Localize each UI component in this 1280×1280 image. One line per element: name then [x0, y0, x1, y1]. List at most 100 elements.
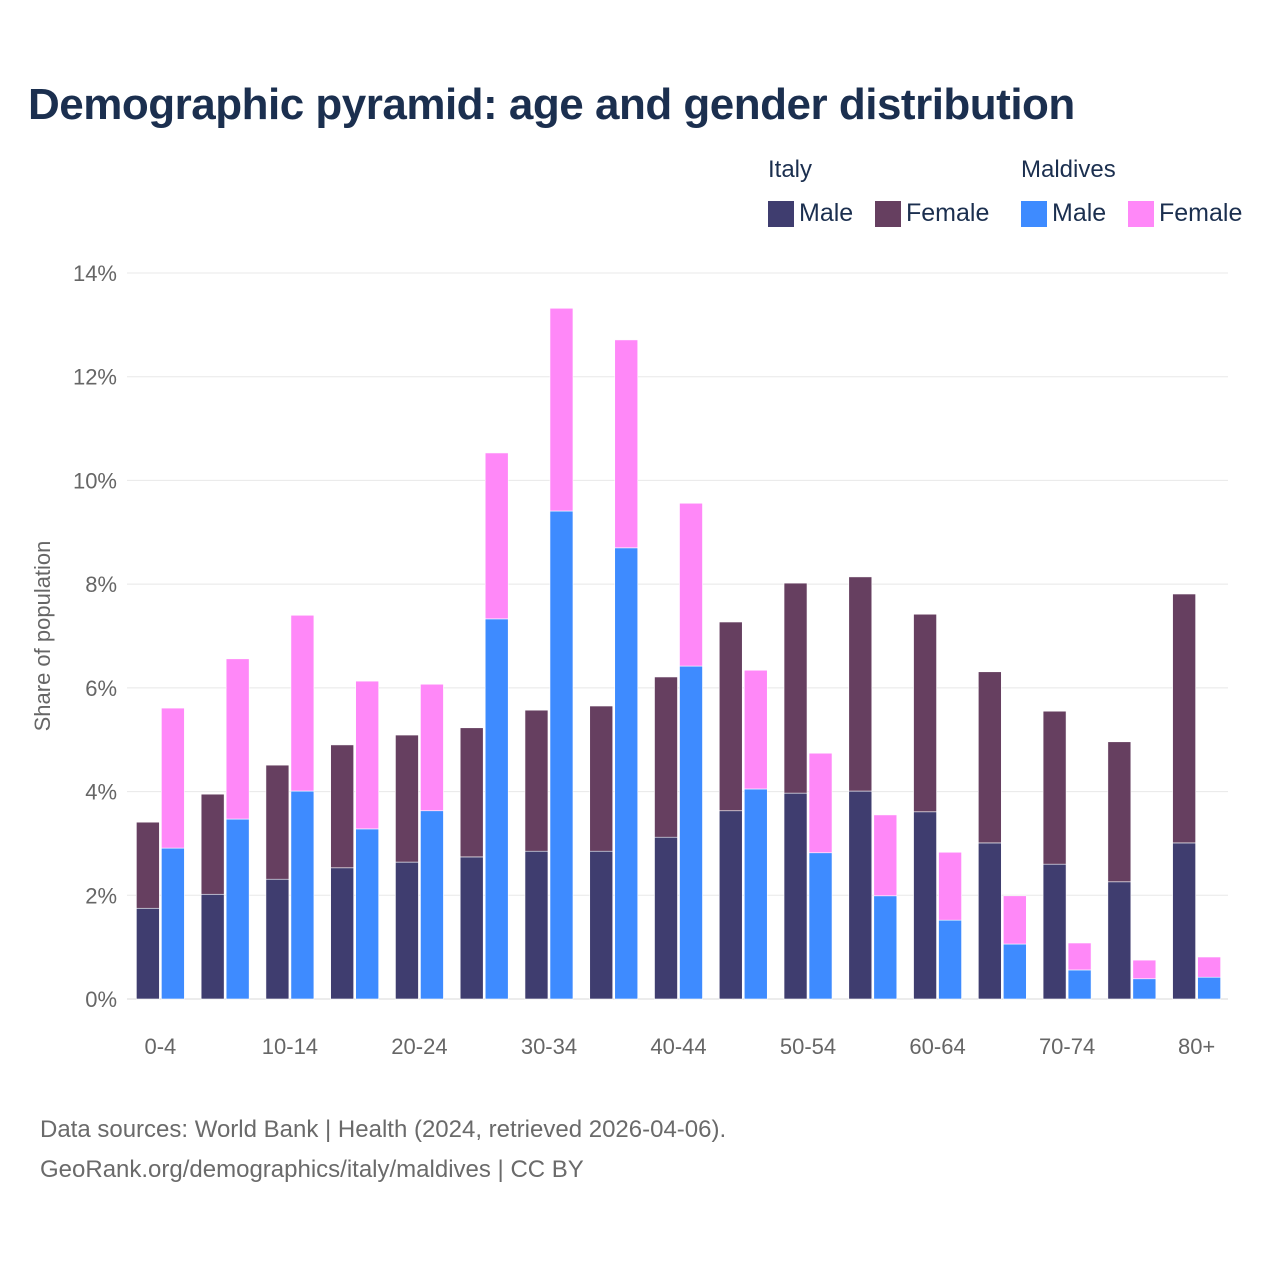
bar-maldives-male [1067, 969, 1092, 1000]
bar-italy-male [589, 850, 614, 1000]
chart-title: Demographic pyramid: age and gender dist… [28, 80, 1075, 129]
y-tick-label: 6% [85, 676, 117, 701]
legend-group-maldives: Maldives [1021, 156, 1116, 183]
bar-maldives-female [1067, 942, 1092, 971]
bar-maldives-female [1197, 956, 1221, 978]
bar-maldives-female [873, 814, 898, 897]
bar-maldives-male [355, 828, 379, 1000]
bar-maldives-male [484, 618, 509, 1000]
x-tick-label: 0-4 [144, 1034, 176, 1059]
bar-italy-female [654, 676, 678, 838]
y-tick-label: 10% [73, 468, 117, 493]
legend-maldives-female[interactable]: Female [1128, 199, 1242, 228]
legend-label: Female [1159, 199, 1243, 227]
bar-italy-male [654, 836, 678, 1000]
legend-swatch [1021, 200, 1047, 227]
bar-maldives-female [290, 614, 315, 792]
bar-maldives-male [614, 547, 639, 1000]
bar-italy-male [1172, 842, 1196, 1000]
legend-swatch [875, 200, 901, 227]
bar-maldives-male [808, 852, 833, 1000]
y-tick-label: 0% [85, 987, 117, 1012]
bar-italy-female [459, 727, 484, 858]
y-tick-label: 12% [73, 365, 117, 390]
bar-italy-male [783, 792, 808, 1000]
bar-italy-female [589, 705, 614, 852]
footer-source: Data sources: World Bank | Health (2024,… [40, 1116, 727, 1143]
legend-label: Female [906, 199, 990, 227]
bar-maldives-female [743, 669, 768, 790]
bar-italy-female [718, 621, 743, 812]
x-tick-label: 30-34 [521, 1034, 577, 1059]
legend-swatch [768, 200, 794, 227]
legend-group-italy: Italy [768, 156, 813, 183]
bar-maldives-female [808, 752, 833, 854]
bar-italy-male [136, 907, 160, 1000]
bar-italy-male [459, 856, 484, 1000]
bar-maldives-female [549, 307, 574, 512]
legend-maldives-male[interactable]: Male [1021, 199, 1106, 228]
x-tick-label: 80+ [1178, 1034, 1215, 1059]
bar-italy-female [330, 744, 354, 869]
bar-italy-male [848, 790, 873, 1000]
bar-italy-male [1107, 881, 1132, 1000]
bar-maldives-female [1003, 895, 1027, 945]
y-tick-label: 14% [73, 261, 117, 286]
legend-italy-male[interactable]: Male [768, 199, 853, 228]
x-tick-label: 50-54 [780, 1034, 836, 1059]
bar-italy-female [783, 582, 808, 794]
bar-italy-female [524, 709, 549, 852]
y-axis-label: Share of population [30, 541, 55, 732]
bar-maldives-female [161, 707, 185, 849]
x-tick-label: 10-14 [262, 1034, 318, 1059]
bar-maldives-female [1132, 959, 1157, 980]
bar-maldives-male [873, 895, 898, 1000]
bar-maldives-male [743, 788, 768, 1000]
bar-maldives-female [938, 851, 962, 921]
x-tick-label: 60-64 [909, 1034, 965, 1059]
bar-maldives-female [420, 683, 444, 812]
bar-maldives-male [225, 818, 250, 1000]
bar-maldives-female [679, 502, 703, 667]
bar-italy-female [978, 671, 1002, 844]
bar-italy-female [913, 613, 937, 813]
bar-maldives-female [614, 339, 639, 549]
legend-label: Male [799, 199, 854, 227]
bar-maldives-male [290, 790, 315, 1000]
y-tick-label: 4% [85, 780, 117, 805]
footer-credit: GeoRank.org/demographics/italy/maldives … [40, 1156, 584, 1183]
bar-italy-male [200, 893, 225, 1000]
bar-italy-female [200, 793, 225, 895]
bar-italy-female [395, 734, 419, 863]
bar-italy-female [848, 576, 873, 792]
bar-italy-male [913, 811, 937, 1000]
y-tick-label: 8% [85, 572, 117, 597]
x-tick-label: 40-44 [650, 1034, 706, 1059]
legend-swatch [1128, 200, 1154, 227]
x-tick-label: 70-74 [1039, 1034, 1095, 1059]
legend-italy-female[interactable]: Female [875, 199, 989, 228]
bar-italy-male [395, 861, 419, 1000]
bar-italy-male [1042, 863, 1067, 1000]
bar-maldives-male [1132, 978, 1157, 1000]
bar-maldives-male [420, 810, 444, 1000]
bar-italy-male [524, 850, 549, 1000]
bar-italy-female [136, 821, 160, 909]
bar-maldives-male [1197, 976, 1221, 1000]
bar-maldives-female [484, 452, 509, 620]
bar-maldives-male [938, 919, 962, 1000]
y-tick-label: 2% [85, 883, 117, 908]
bar-italy-male [330, 867, 354, 1000]
bar-italy-female [1172, 593, 1196, 844]
bar-maldives-male [679, 665, 703, 1000]
bar-italy-male [978, 842, 1002, 1000]
bar-italy-female [1042, 710, 1067, 865]
bar-maldives-male [1003, 943, 1027, 1000]
bar-italy-female [265, 764, 290, 880]
bar-maldives-male [161, 847, 185, 1000]
bar-maldives-female [355, 680, 379, 830]
bar-italy-male [718, 810, 743, 1000]
bar-maldives-male [549, 510, 574, 1000]
